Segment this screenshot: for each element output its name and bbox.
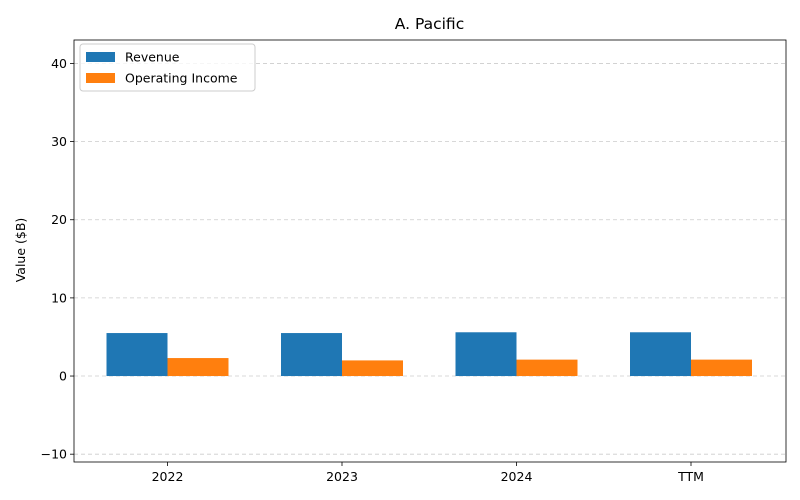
chart-title: A. Pacific: [395, 15, 464, 33]
bar-operating-income-2023: [342, 360, 403, 377]
bar-revenue-2022: [106, 333, 168, 377]
x-tick-label: 2022: [152, 469, 184, 484]
axes: [73, 39, 787, 463]
legend-swatch: [86, 73, 115, 83]
legend-label: Revenue: [125, 50, 180, 65]
bar-operating-income-ttm: [691, 359, 752, 377]
y-tick-label: −10: [41, 447, 67, 462]
y-tick-label: 10: [51, 290, 67, 305]
bar-revenue-2023: [281, 333, 342, 377]
bars: [106, 332, 752, 377]
bar-revenue-2024: [455, 332, 517, 377]
y-tick-label: 40: [51, 56, 67, 71]
bar-operating-income-2022: [167, 358, 229, 377]
bar-revenue-ttm: [630, 332, 691, 377]
x-tick-label: 2023: [326, 469, 358, 484]
x-ticks: 2022 2023 2024 TTM: [152, 462, 704, 484]
legend: Revenue Operating Income: [79, 43, 256, 92]
legend-box: [79, 43, 256, 92]
y-tick-label: 0: [59, 369, 67, 384]
y-tick-label: 30: [51, 134, 67, 149]
legend-label: Operating Income: [125, 71, 238, 86]
plot-frame: [73, 39, 787, 463]
legend-swatch: [86, 52, 115, 62]
y-ticks: −10 0 10 20 30 40: [41, 56, 74, 462]
y-tick-label: 20: [51, 212, 67, 227]
x-tick-label: TTM: [677, 469, 704, 484]
grid-lines: [74, 63, 786, 455]
x-tick-label: 2024: [501, 469, 533, 484]
bar-operating-income-2024: [516, 359, 578, 377]
y-axis-label: Value ($B): [13, 218, 28, 283]
